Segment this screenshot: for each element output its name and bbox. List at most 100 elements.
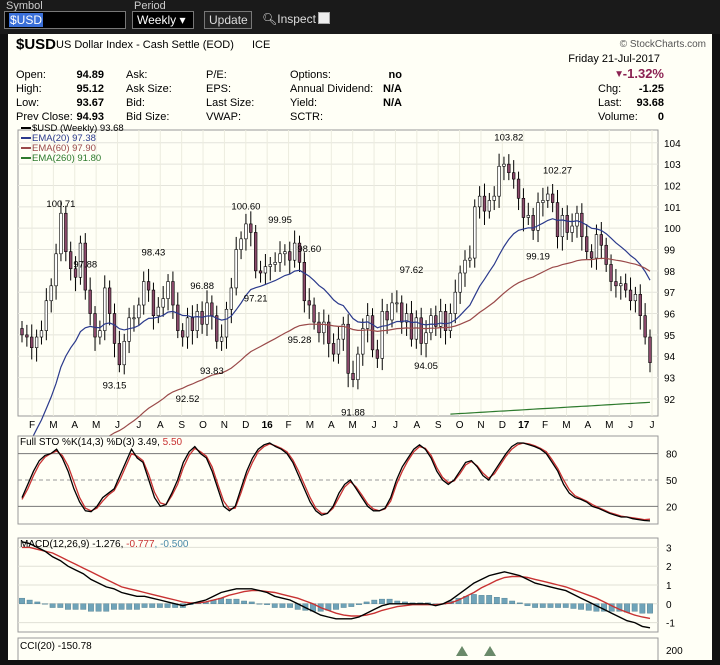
candle-body	[463, 259, 467, 274]
macd-hist-bar	[241, 600, 247, 604]
macd-hist-bar	[279, 603, 286, 608]
candle-body	[107, 287, 112, 314]
macd-panel: -1 0 1 2 3 MACD(12,26,9) -1.276, -0.777, -0.5…	[17, 537, 675, 633]
macd-hist-bar	[88, 603, 94, 612]
price-tick-label: 104	[664, 139, 681, 150]
macd-hist-bar	[539, 603, 546, 608]
last-value: 93.68	[636, 97, 664, 109]
macd-hist-bar	[585, 603, 592, 611]
price-annotation: 97.88	[73, 259, 97, 270]
quote-date: Friday 21-Jul-2017	[568, 53, 660, 65]
chevron-down-icon[interactable]: ▾	[179, 13, 186, 27]
candle-body	[424, 332, 428, 344]
macd-hist-bar	[340, 603, 347, 608]
candle-body	[370, 315, 375, 351]
macd-hist-bar	[570, 603, 577, 609]
sto-k-line	[21, 442, 651, 522]
price-tick-label: 94	[664, 352, 676, 363]
candle-body	[331, 343, 336, 355]
candle-body	[234, 249, 238, 289]
period-select[interactable]: Weekly ▾	[132, 11, 194, 29]
candle-body	[619, 283, 623, 287]
update-button[interactable]: Update	[204, 11, 252, 29]
sto-label-main: Full STO %K(14,3) %D(3) 3.49,	[20, 437, 163, 448]
candle-body	[258, 270, 263, 274]
candle-body	[20, 328, 24, 336]
candle-body	[146, 281, 151, 291]
inspect-checkbox[interactable]	[317, 12, 330, 24]
candle-body	[171, 281, 175, 306]
macd-hist-bar	[470, 594, 477, 605]
x-tick-label: F	[29, 420, 35, 431]
x-tick-label: M	[562, 420, 570, 431]
x-tick-label: M	[49, 420, 57, 431]
inspect-toggle[interactable]: 🔍︎Inspect	[262, 12, 330, 26]
x-tick-label: N	[221, 420, 228, 431]
macd-hist-bar	[256, 603, 263, 605]
period-select-value[interactable]: Weekly	[137, 13, 177, 27]
candle-body	[380, 311, 384, 359]
price-tick-label: 93	[664, 374, 676, 385]
price-tick-label: 96	[664, 310, 676, 321]
candle-body	[599, 234, 603, 246]
macd-hist-bar	[19, 597, 25, 604]
quote-label: Annual Dividend:	[290, 83, 373, 95]
candle-body	[215, 315, 219, 342]
candle-body	[361, 328, 365, 355]
macd-label-main: MACD(12,26,9) -1.276,	[20, 539, 126, 550]
candle-body	[112, 313, 117, 344]
macd-hist-bar	[486, 595, 493, 605]
candle-body	[132, 317, 136, 320]
candle-body	[560, 215, 565, 238]
candle-body	[54, 253, 58, 287]
candle-body	[78, 242, 83, 278]
candle-body	[229, 287, 233, 310]
candle-body	[151, 289, 156, 316]
candle-body	[49, 285, 53, 302]
macd-hist-bar	[493, 597, 500, 604]
candle-body	[166, 281, 170, 299]
x-tick-label: M	[92, 420, 100, 431]
macd-hist-bar	[547, 603, 554, 608]
macd-hist-bar	[578, 603, 584, 610]
symbol-input-value[interactable]: $USD	[9, 13, 44, 27]
macd-hist-bar	[271, 603, 278, 608]
macd-hist-bar	[631, 603, 638, 612]
candle-body	[205, 302, 209, 325]
candle-body	[180, 330, 185, 338]
price-tick-label: 95	[664, 331, 676, 342]
x-tick-label: F	[285, 420, 291, 431]
macd-hist-bar	[149, 603, 156, 608]
price-annotation: 97.62	[400, 265, 424, 276]
candle-body	[395, 302, 399, 305]
x-tick-label: J	[136, 420, 141, 431]
sto-label-d: 5.50	[163, 437, 183, 448]
price-annotation: 102.27	[543, 166, 572, 177]
x-tick-label: M	[605, 420, 613, 431]
candle-body	[638, 294, 642, 316]
macd-label: MACD(12,26,9) -1.276, -0.777, -0.500	[20, 539, 189, 550]
candle-body	[30, 336, 34, 349]
symbol-input[interactable]: $USD	[4, 11, 126, 29]
candle-body	[521, 197, 526, 218]
macd-hist-bar	[65, 603, 71, 610]
quote-value: 94.93	[76, 111, 104, 123]
candle-body	[546, 193, 550, 201]
macd-hist-bar	[118, 603, 125, 610]
x-tick-label: J	[650, 420, 655, 431]
price-annotation: 99.19	[526, 251, 550, 262]
candle-body	[565, 215, 569, 233]
candle-body	[628, 289, 633, 302]
x-tick-label: M	[349, 420, 357, 431]
quote-label: SCTR:	[290, 111, 323, 123]
candle-body	[536, 202, 540, 231]
macd-hist-bar	[509, 600, 516, 604]
candle-body	[375, 349, 380, 359]
price-tick-label: 102	[664, 181, 681, 192]
price-annotation: 97.21	[244, 294, 268, 305]
candle-body	[487, 200, 492, 212]
macd-hist-bar	[34, 601, 41, 604]
x-tick-label: O	[456, 420, 464, 431]
candle-body	[254, 232, 258, 272]
